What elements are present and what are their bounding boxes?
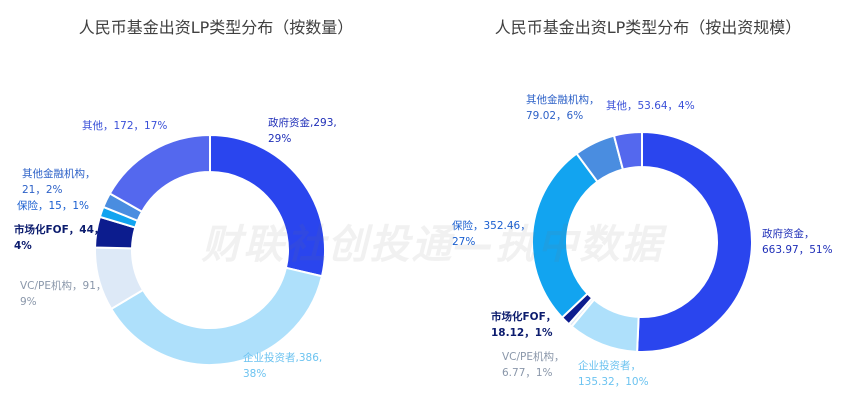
slice-label-count-3: 市场化FOF，44， 4% xyxy=(14,222,104,254)
slice-label-line1: 其他，172，17% xyxy=(82,120,168,132)
slice-label-line1: 其他金融机构， xyxy=(526,94,600,106)
slice-label-line1: 市场化FOF， xyxy=(491,311,557,323)
slice-amount-4 xyxy=(531,152,599,319)
slice-label-line1: 其他，53.64，4% xyxy=(606,100,695,112)
slice-count-0 xyxy=(209,133,326,278)
slice-count-1 xyxy=(109,266,324,366)
slice-label-line1: 市场化FOF，44， xyxy=(14,224,105,236)
slice-label-line2: 29% xyxy=(268,133,292,145)
slice-label-count-1: 企业投资者,386, 38% xyxy=(243,350,322,382)
slice-amount-6 xyxy=(612,130,643,171)
slice-label-line1: VC/PE机构， xyxy=(502,351,565,363)
slice-label-line2: 135.32，10% xyxy=(578,376,649,388)
slice-label-line2: 27% xyxy=(452,236,476,248)
chart-title-count: 人民币基金出资LP类型分布（按数量） xyxy=(78,18,354,37)
slice-label-line1: 企业投资者， xyxy=(578,360,641,372)
slice-label-amount-6: 其他，53.64，4% xyxy=(606,98,695,114)
slice-label-line2: 663.97，51% xyxy=(762,244,833,256)
slice-label-amount-4: 保险，352.46， 27% xyxy=(452,218,531,250)
slice-label-line1: 企业投资者,386, xyxy=(243,352,323,364)
slice-label-line1: 保险，15，1% xyxy=(17,200,90,212)
slice-label-count-0: 政府资金,293, 29% xyxy=(268,115,337,147)
slice-label-line2: 79.02，6% xyxy=(526,110,584,122)
slice-label-amount-1: 企业投资者， 135.32，10% xyxy=(578,358,649,390)
chart-title-amount: 人民币基金出资LP类型分布（按出资规模） xyxy=(494,18,802,37)
slice-label-count-6: 其他，172，17% xyxy=(82,118,167,134)
slice-amount-0 xyxy=(636,130,753,353)
slice-count-6 xyxy=(108,133,211,214)
slice-label-line1: 保险，352.46， xyxy=(452,220,531,232)
slice-label-line1: VC/PE机构，91， xyxy=(20,280,107,292)
slice-label-amount-3: 市场化FOF， 18.12，1% xyxy=(491,309,556,341)
slice-label-line1: 政府资金， xyxy=(762,228,815,240)
slice-label-line2: 6.77，1% xyxy=(502,367,553,379)
slice-label-line1: 政府资金,293, xyxy=(268,117,337,129)
slice-label-count-5: 其他金融机构， 21，2% xyxy=(22,166,96,198)
slice-label-line2: 18.12，1% xyxy=(491,327,553,339)
slice-label-amount-5: 其他金融机构， 79.02，6% xyxy=(526,92,600,124)
slice-label-line2: 4% xyxy=(14,240,32,252)
slice-label-line2: 21，2% xyxy=(22,184,63,196)
slice-label-count-4: 保险，15，1% xyxy=(17,198,89,214)
slice-label-line2: 9% xyxy=(20,296,37,308)
slice-label-line2: 38% xyxy=(243,368,267,380)
slice-label-count-2: VC/PE机构，91， 9% xyxy=(20,278,106,310)
slice-label-line1: 其他金融机构， xyxy=(22,168,96,180)
slice-label-amount-0: 政府资金， 663.97，51% xyxy=(762,226,833,258)
slice-label-amount-2: VC/PE机构， 6.77，1% xyxy=(502,349,565,381)
